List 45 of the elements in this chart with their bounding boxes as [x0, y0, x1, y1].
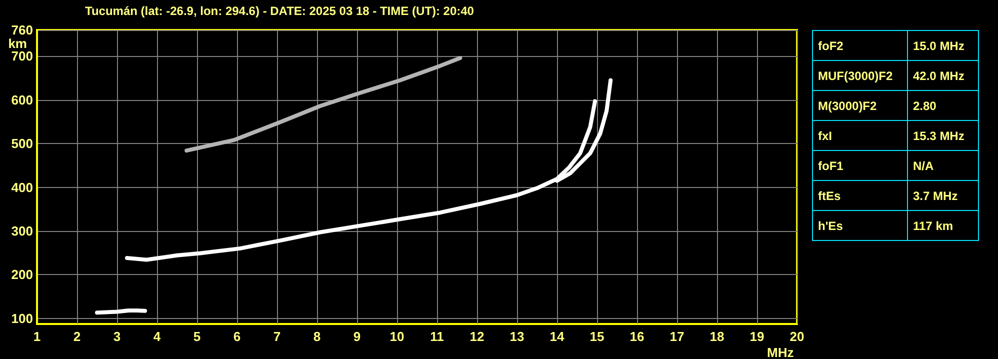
y-tick-label: 200: [11, 267, 33, 282]
x-tick-label: 12: [470, 329, 484, 344]
y-tick-label: 400: [11, 180, 33, 195]
text: MUF(3000)F2: [812, 60, 908, 90]
y-tick-label: 600: [11, 92, 33, 108]
text: 2.80: [908, 90, 978, 120]
x-tick-label: 5: [193, 329, 201, 344]
y-tick-label: 100: [11, 310, 33, 326]
x-tick-label: 1: [33, 329, 41, 344]
y-tick-label: 760: [11, 22, 33, 38]
x-tick-label: 2: [73, 329, 81, 344]
x-tick-label: 20: [790, 329, 804, 344]
x-tick-label: 15: [590, 329, 604, 344]
x-tick-label: 14: [550, 329, 565, 344]
y-tick-label: 300: [11, 223, 33, 238]
text: 15.0 MHz: [908, 30, 978, 60]
x-tick-label: 11: [430, 329, 444, 344]
x-tick-label: 7: [273, 329, 281, 344]
x-tick-label: 16: [630, 329, 644, 344]
x-tick-label: 17: [670, 329, 684, 344]
text: 15.3 MHz: [908, 120, 978, 150]
text: N/A: [908, 150, 978, 180]
x-tick-label: 6: [233, 329, 241, 344]
chart-title: Tucumán (lat: -26.9, lon: 294.6) - DATE: 2025 03 18 - TIME (UT): 20:40: [85, 4, 474, 18]
text: foF2: [812, 30, 908, 60]
y-axis-title: km: [8, 36, 27, 51]
text: h'Es: [812, 210, 908, 240]
x-tick-label: 19: [750, 329, 764, 344]
y-tick-label: 500: [11, 136, 33, 152]
x-tick-label: 18: [710, 329, 724, 344]
text: fxI: [812, 120, 908, 150]
text: foF1: [812, 150, 908, 180]
x-tick-label: 3: [113, 329, 121, 344]
text: 42.0 MHz: [908, 60, 978, 90]
x-tick-label: 10: [390, 329, 404, 344]
y-tick-label: 700: [11, 48, 33, 64]
text: M(3000)F2: [812, 90, 908, 120]
text: ftEs: [812, 180, 908, 210]
x-tick-label: 4: [153, 329, 162, 344]
x-tick-label: 13: [510, 329, 524, 344]
text: 3.7 MHz: [908, 180, 978, 210]
x-tick-label: 8: [313, 329, 321, 344]
x-axis-title: MHz: [767, 345, 794, 359]
text: 117 km: [908, 210, 978, 240]
x-tick-label: 9: [353, 329, 361, 344]
